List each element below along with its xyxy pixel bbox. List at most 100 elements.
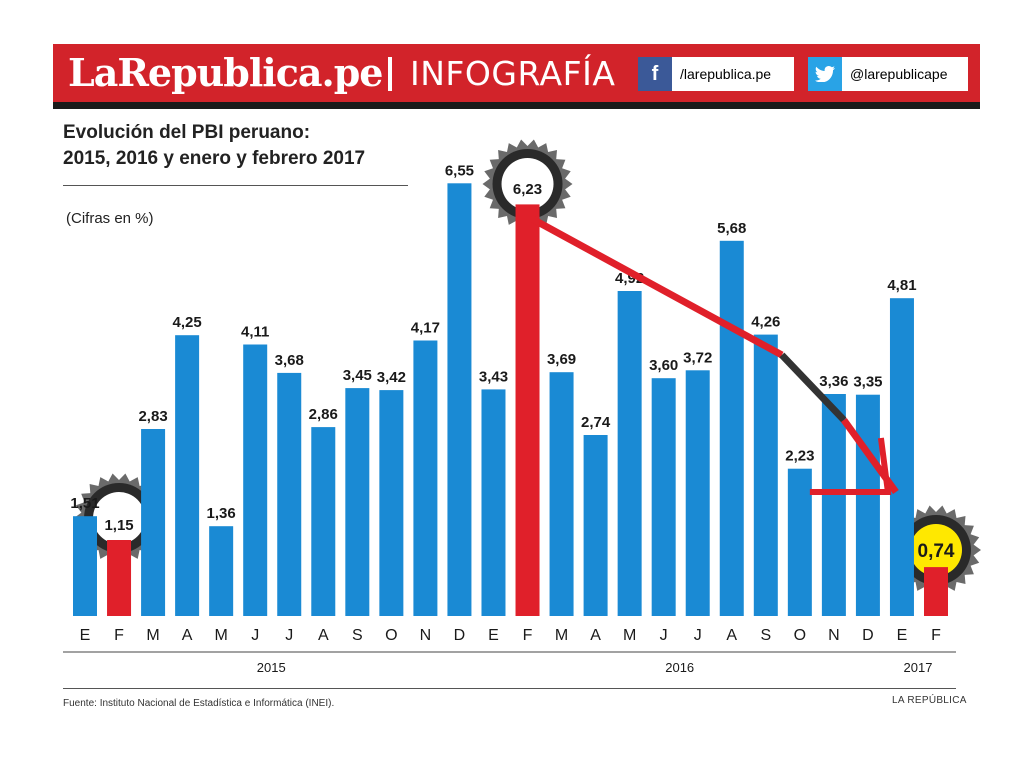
month-tick-label: N [420, 627, 432, 644]
brand-logo: LaRepublica.pe [68, 50, 383, 95]
bar [311, 427, 336, 616]
bar [141, 429, 166, 616]
bar [243, 344, 268, 616]
month-tick-label: J [251, 627, 259, 644]
twitter-link[interactable]: @larepublicape [808, 57, 968, 91]
facebook-handle: /larepublica.pe [680, 66, 772, 82]
bar [753, 334, 778, 616]
month-tick-label: J [285, 627, 293, 644]
trend-arrow [528, 214, 784, 359]
data-label: 4,11 [241, 323, 269, 340]
data-label: 0,74 [918, 541, 955, 562]
month-tick-label: J [660, 627, 668, 644]
header-separator [388, 57, 392, 91]
source-note: Fuente: Instituto Nacional de Estadístic… [63, 698, 335, 709]
bar [277, 372, 302, 616]
twitter-handle: @larepublicape [850, 66, 948, 82]
title-rule [63, 185, 408, 186]
section-title: INFOGRAFÍA [410, 54, 616, 93]
data-label: 3,45 [343, 367, 372, 384]
month-tick-label: D [454, 627, 466, 644]
bar [481, 389, 506, 616]
data-label: 3,36 [819, 373, 848, 390]
year-label: 2017 [904, 660, 933, 675]
bar [685, 370, 710, 616]
month-tick-label: O [794, 627, 806, 644]
chart-title-line2: 2015, 2016 y enero y febrero 2017 [63, 148, 366, 169]
month-tick-label: M [623, 627, 636, 644]
month-tick-label: F [114, 627, 124, 644]
month-tick-label: A [182, 627, 193, 644]
data-label: 3,68 [275, 352, 304, 369]
facebook-icon: f [638, 57, 672, 91]
month-tick-label: S [760, 627, 771, 644]
data-label: 4,17 [411, 320, 440, 337]
credit-label: LA REPÚBLICA [892, 695, 967, 706]
month-tick-label: E [897, 627, 908, 644]
bar [107, 540, 132, 616]
bar [583, 435, 608, 616]
bar [549, 372, 574, 616]
gear-badge-icon [482, 139, 573, 229]
data-label: 1,51 [70, 495, 99, 512]
bar [345, 388, 370, 616]
bar [855, 394, 880, 616]
bar [73, 516, 97, 616]
month-tick-label: M [555, 627, 568, 644]
bar [889, 298, 914, 616]
month-tick-label: M [214, 627, 227, 644]
footer-rule [63, 688, 956, 689]
bar [515, 204, 540, 616]
month-tick-label: F [523, 627, 533, 644]
month-tick-label: M [146, 627, 159, 644]
data-label: 2,74 [581, 414, 611, 431]
data-label: 3,42 [377, 369, 406, 386]
bar [175, 335, 200, 616]
chart-title: Evolución del PBI peruano: 2015, 2016 y … [63, 120, 365, 172]
facebook-link[interactable]: f /larepublica.pe [638, 57, 794, 91]
data-label: 3,43 [479, 368, 508, 385]
data-label: 1,15 [104, 517, 133, 534]
month-tick-label: J [694, 627, 702, 644]
month-tick-label: D [862, 627, 874, 644]
bar [617, 291, 642, 616]
month-tick-label: A [726, 627, 737, 644]
bar [209, 526, 234, 616]
data-label: 5,68 [717, 220, 746, 237]
twitter-icon [808, 57, 842, 91]
data-label: 6,23 [513, 181, 542, 198]
bar [651, 378, 676, 616]
month-tick-label: F [931, 627, 941, 644]
bar [821, 394, 846, 616]
data-label: 3,69 [547, 351, 576, 368]
bar [787, 468, 812, 616]
data-label: 3,35 [853, 374, 882, 391]
bar [447, 183, 472, 617]
year-label: 2016 [665, 660, 694, 675]
month-tick-label: A [318, 627, 329, 644]
year-label: 2015 [257, 660, 286, 675]
month-tick-label: E [488, 627, 499, 644]
data-label: 4,26 [751, 314, 780, 331]
chart-title-line1: Evolución del PBI peruano: [63, 122, 311, 143]
month-tick-label: O [385, 627, 397, 644]
month-tick-label: S [352, 627, 363, 644]
data-label: 2,83 [138, 408, 167, 425]
data-label: 2,23 [785, 448, 814, 465]
trend-arrow [779, 352, 847, 423]
data-label: 3,60 [649, 357, 678, 374]
data-label: 1,36 [207, 505, 236, 522]
data-label: 6,55 [445, 162, 474, 179]
month-tick-label: N [828, 627, 840, 644]
bar [413, 340, 438, 616]
bar [379, 390, 404, 616]
month-tick-label: A [590, 627, 601, 644]
header-shadow [53, 102, 980, 109]
data-label: 2,86 [309, 406, 338, 423]
bar [924, 567, 948, 616]
trend-arrowhead [809, 437, 892, 495]
data-label: 3,72 [683, 349, 712, 366]
unit-note: (Cifras en %) [66, 210, 154, 227]
month-tick-label: E [80, 627, 91, 644]
